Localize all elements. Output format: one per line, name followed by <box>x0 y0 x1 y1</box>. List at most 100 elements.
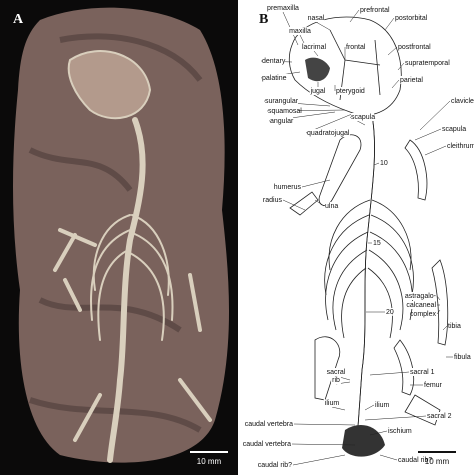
label-bg <box>336 87 366 95</box>
spine-fill <box>355 114 375 456</box>
anatomy-label: maxilla <box>289 28 311 35</box>
anatomy-label: lacrimal <box>302 44 327 51</box>
anatomy-label: jugal <box>310 88 326 95</box>
label-bg <box>309 87 327 95</box>
anatomy-label: caudal vertebra <box>245 421 293 428</box>
leader-line <box>301 179 331 188</box>
label-bg <box>300 43 328 51</box>
label-bg <box>447 142 474 150</box>
panel-b: B premaxilla nasal prefrontal maxilla postor… <box>241 4 474 469</box>
scale-label: 10 mm <box>197 457 222 466</box>
leader-line <box>291 443 356 446</box>
leader-line <box>313 50 319 57</box>
anatomy-label: sacral 2 <box>427 413 452 420</box>
label-bg <box>307 14 325 22</box>
label-bg <box>266 4 300 12</box>
panel-letter: B <box>259 12 268 27</box>
leader-line <box>414 128 442 141</box>
anatomy-label: radius <box>263 197 283 204</box>
fossil-spine <box>107 117 146 463</box>
label-bg <box>351 113 375 121</box>
label-bg <box>405 59 448 67</box>
label-bg <box>410 368 437 376</box>
anatomy-label: cleithrum <box>447 143 474 150</box>
label-bg <box>262 57 286 65</box>
label-bg <box>255 461 292 469</box>
anatomy-label: angular <box>270 118 294 125</box>
label-bg <box>346 43 370 51</box>
leader-line <box>373 162 380 166</box>
anatomy-label: ischium <box>388 428 412 435</box>
orbit <box>305 57 330 82</box>
scale-label: 10 mm <box>425 457 450 466</box>
label-bg <box>403 292 436 300</box>
anatomy-label: palatine <box>262 75 287 82</box>
label-bg <box>277 183 301 191</box>
label-bg <box>427 412 454 420</box>
anatomy-label: quadratojugal <box>307 130 350 137</box>
anatomy-label: surangular <box>265 98 299 105</box>
anatomy-label: prefrontal <box>360 7 390 14</box>
leader-line <box>384 17 395 31</box>
fossil-limbs <box>53 228 212 442</box>
label-bg <box>265 97 298 105</box>
anatomy-label: fibula <box>454 354 471 361</box>
leader-line <box>387 46 398 56</box>
label-bg <box>386 308 393 316</box>
anatomy-label: tibia <box>448 323 461 330</box>
panel-a: A 10 mm <box>0 0 238 475</box>
leader-line <box>436 309 441 315</box>
anatomy-label: squamosal <box>268 108 302 115</box>
anatomy-label: caudal vertebra <box>243 441 291 448</box>
leader-line <box>293 423 356 426</box>
label-bg <box>451 97 474 105</box>
leader-line <box>436 295 441 301</box>
leader-line <box>379 454 398 461</box>
anatomy-label: rib <box>332 377 340 384</box>
anatomy-label: supratemporal <box>405 60 450 67</box>
pelvis-dark <box>342 425 385 457</box>
label-bg <box>442 125 466 133</box>
leader-line <box>331 406 346 411</box>
label-bg <box>400 76 427 84</box>
leader-line <box>397 62 405 71</box>
anatomy-label: sacral <box>327 369 346 376</box>
leader-line <box>391 79 400 89</box>
label-bg <box>331 376 341 384</box>
anatomy-label: postfrontal <box>398 44 431 51</box>
label-bg <box>395 14 432 22</box>
label-bg <box>375 401 392 409</box>
anatomy-label: scapula <box>351 114 375 121</box>
label-bg <box>448 322 465 330</box>
label-bg <box>325 202 339 210</box>
anatomy-label: pterygoid <box>336 88 365 95</box>
label-bg <box>380 159 387 167</box>
label-bg <box>307 129 350 137</box>
rock-texture <box>28 33 203 433</box>
leader-line <box>349 9 360 23</box>
anatomy-label: ilium <box>375 402 390 409</box>
anatomy-label: frontal <box>346 44 366 51</box>
label-bg <box>262 196 282 204</box>
anatomy-label: ilium <box>325 400 340 407</box>
anatomy-label: parietal <box>400 77 423 84</box>
anatomy-label: calcaneal <box>406 302 436 309</box>
anatomy-label: dentary <box>262 58 286 65</box>
label-bg <box>243 420 293 428</box>
leader-line <box>419 100 451 131</box>
label-bg <box>412 310 436 318</box>
leader-line <box>315 21 331 31</box>
fossil-skull <box>67 50 152 120</box>
leader-line <box>424 145 447 156</box>
label-bg <box>388 427 412 435</box>
anatomy-label: femur <box>424 382 443 389</box>
label-bg <box>323 399 341 407</box>
anatomy-label: postorbital <box>395 15 428 22</box>
label-bg <box>360 6 393 14</box>
anatomy-label: caudal rib? <box>258 462 292 469</box>
anatomy-label: ulna <box>325 203 338 210</box>
leader-line <box>364 415 427 421</box>
leader-line <box>292 454 346 466</box>
labels: premaxilla nasal prefrontal maxilla postorbi… <box>241 4 474 469</box>
